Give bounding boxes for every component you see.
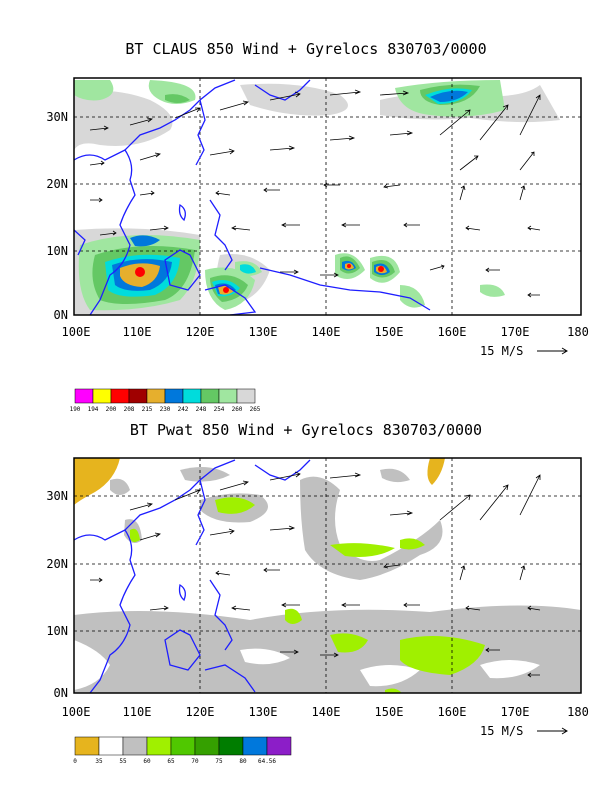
lon-label: 100E [62,705,91,719]
lon-labels-claus: 100E 110E 120E 130E 140E 150E 160E 170E … [62,325,589,339]
colorbar-tick-label: 64.56 [258,758,276,765]
vector-reference-label: 15 M/S [480,344,523,358]
lon-label: 120E [186,325,215,339]
coastlines-pwat [74,459,311,693]
vector-reference-pwat: 15 M/S [480,724,568,738]
lat-labels-pwat: 30N 20N 10N 0N [46,489,68,700]
colorbar-tick-label: 75 [215,758,223,765]
lon-labels-pwat: 100E 110E 120E 130E 140E 150E 160E 170E … [62,705,589,719]
colorbar-tick-label: 260 [232,406,243,413]
wind-vectors-claus [89,89,541,298]
colorbar-tick-label: 215 [142,406,153,413]
lon-label: 140E [312,325,341,339]
colorbar-claus: 190 194 200 208 215 230 242 248 254 260 265 [70,388,261,413]
map-title-pwat: BT Pwat 850 Wind + Gyrelocs 830703/0000 [129,421,483,439]
colorbar-tick-label: 248 [196,406,207,413]
colorbar-tick-label: 65 [167,758,175,765]
colorbar-tick-label: 35 [95,758,103,765]
lon-label: 120E [186,705,215,719]
lon-label: 160E [438,705,467,719]
lon-label: 170E [501,325,530,339]
lat-label: 10N [46,244,68,258]
lat-label: 30N [46,489,68,503]
colorbar-tick-label: 200 [106,406,117,413]
lon-label: 150E [375,325,404,339]
pwat-shading-lime [130,497,485,693]
colorbar-swatch [194,736,220,756]
colorbar-swatch [242,736,268,756]
lon-label: 150E [375,705,404,719]
map-panel-pwat: 30N 20N 10N 0N 100E 110E 120E 130E 140E … [46,457,589,765]
colorbar-swatch [128,388,148,404]
vector-reference-arrow [537,727,568,735]
lon-label: 100E [62,325,91,339]
colorbar-tick-label: 254 [214,406,225,413]
colorbar-swatch [266,736,292,756]
colorbar-tick-label: 55 [119,758,127,765]
lon-label: 110E [123,325,152,339]
colorbar-swatch [236,388,256,404]
lat-label: 30N [46,110,68,124]
colorbar-swatch [98,736,124,756]
pwat-shading-white [74,640,540,690]
map-panel-claus: 30N 20N 10N 0N 100E 110E 120E 130E 140E … [46,77,589,413]
lon-label: 170E [501,705,530,719]
colorbar-tick-label: 265 [250,406,261,413]
lon-label: 180 [567,325,589,339]
map-title-claus: BT CLAUS 850 Wind + Gyrelocs 830703/0000 [125,40,487,58]
lon-label: 130E [249,705,278,719]
colorbar-swatch [164,388,184,404]
lat-label: 0N [54,686,68,700]
colorbar-swatch [122,736,148,756]
colorbar-tick-label: 70 [191,758,199,765]
colorbar-swatch [218,388,238,404]
colorbar-swatch [146,388,166,404]
coastlines-claus [74,79,431,315]
lon-label: 180 [567,705,589,719]
map-frame-pwat [73,457,582,694]
lat-label: 20N [46,177,68,191]
colorbar-swatch [218,736,244,756]
pwat-shading-gold [74,458,445,505]
colorbar-swatch [200,388,220,404]
cloud-shading-red [135,264,384,293]
colorbar-tick-label: 194 [88,406,99,413]
map-frame-claus [73,77,582,316]
lat-label: 20N [46,557,68,571]
lon-label: 140E [312,705,341,719]
colorbar-swatch [170,736,196,756]
colorbar-swatch [146,736,172,756]
colorbar-tick-label: 230 [160,406,171,413]
colorbar-tick-label: 80 [239,758,247,765]
colorbar-tick-label: 208 [124,406,135,413]
colorbar-pwat: 0 35 55 60 65 70 75 80 64.56 [73,736,292,765]
gridlines-claus [74,78,581,315]
colorbar-swatch [110,388,130,404]
lat-label: 10N [46,624,68,638]
colorbar-tick-label: 0 [73,758,77,765]
lat-label: 0N [54,308,68,322]
colorbar-swatch [92,388,112,404]
pwat-shading-grey [74,466,581,693]
lon-label: 130E [249,325,278,339]
colorbar-tick-label: 242 [178,406,189,413]
colorbar-swatch [74,388,94,404]
vector-reference-claus: 15 M/S [480,344,568,358]
colorbar-swatch [182,388,202,404]
colorbar-tick-label: 60 [143,758,151,765]
lon-label: 160E [438,325,467,339]
wind-vectors-pwat [90,471,541,678]
colorbar-swatch [74,736,100,756]
lon-label: 110E [123,705,152,719]
vector-reference-label: 15 M/S [480,724,523,738]
lat-labels-claus: 30N 20N 10N 0N [46,110,68,322]
gridlines-pwat [74,458,581,693]
colorbar-tick-label: 190 [70,406,81,413]
vector-reference-arrow [537,347,568,355]
